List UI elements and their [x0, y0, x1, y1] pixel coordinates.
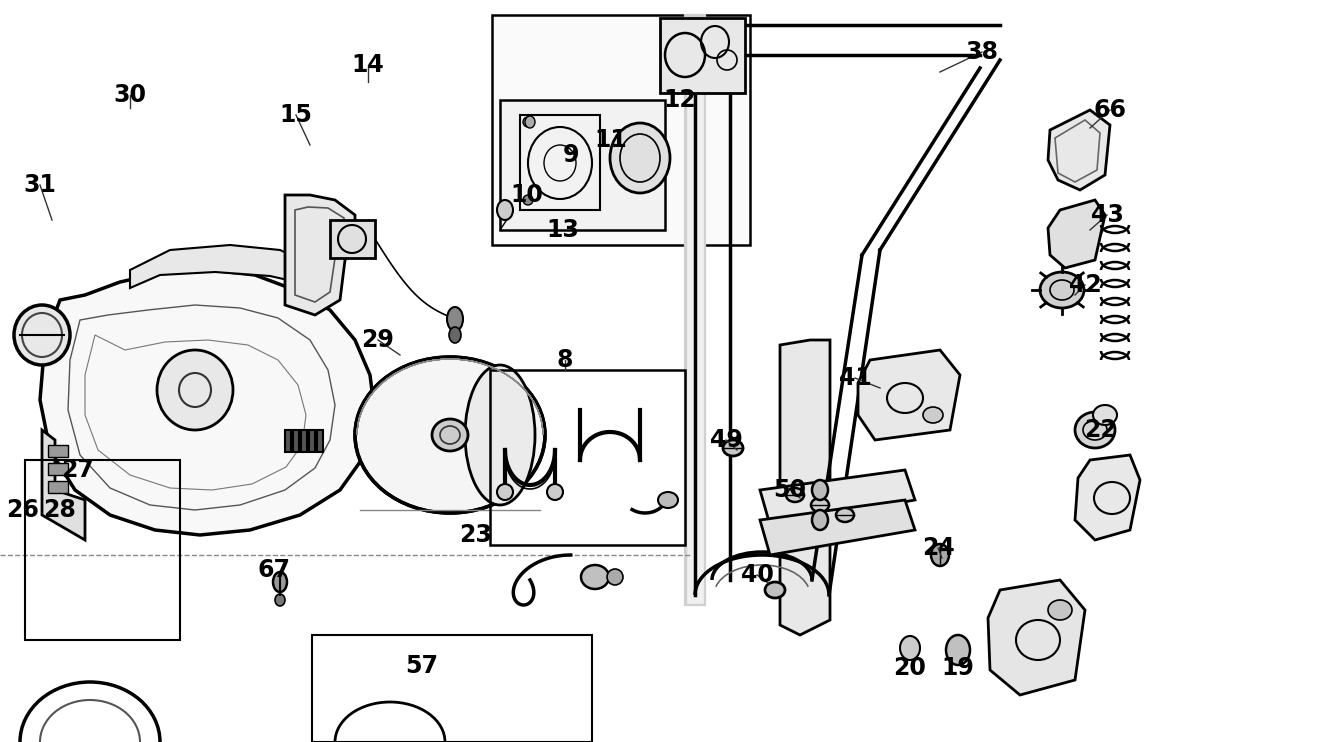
Ellipse shape	[931, 544, 949, 566]
Text: 11: 11	[594, 128, 627, 152]
Text: 28: 28	[43, 498, 76, 522]
Ellipse shape	[1048, 600, 1072, 620]
Bar	[293, 430, 299, 452]
Text: 67: 67	[257, 558, 290, 582]
Text: 40: 40	[741, 563, 774, 587]
Ellipse shape	[497, 484, 513, 500]
Bar	[25, 460, 181, 640]
Polygon shape	[42, 430, 84, 540]
Bar	[312, 635, 592, 742]
Polygon shape	[285, 195, 355, 315]
Ellipse shape	[547, 484, 563, 500]
Polygon shape	[760, 470, 915, 525]
Text: 23: 23	[460, 523, 493, 547]
Ellipse shape	[811, 498, 829, 512]
Text: 12: 12	[664, 88, 696, 112]
Bar	[285, 430, 291, 452]
Text: 43: 43	[1090, 203, 1123, 227]
Ellipse shape	[1093, 405, 1116, 425]
Text: 10: 10	[510, 183, 543, 207]
Text: 42: 42	[1069, 273, 1102, 297]
Text: 24: 24	[921, 536, 954, 560]
Bar	[47, 445, 69, 457]
Text: 22: 22	[1083, 418, 1116, 442]
Polygon shape	[1075, 455, 1140, 540]
Text: 31: 31	[24, 173, 57, 197]
Ellipse shape	[658, 492, 677, 508]
Bar	[521, 115, 600, 210]
Ellipse shape	[812, 480, 828, 500]
Text: 57: 57	[406, 654, 439, 678]
Ellipse shape	[610, 123, 670, 193]
Ellipse shape	[946, 635, 970, 665]
Ellipse shape	[923, 407, 942, 423]
Text: 38: 38	[966, 40, 999, 64]
Ellipse shape	[355, 357, 546, 513]
Ellipse shape	[764, 582, 786, 598]
Ellipse shape	[523, 195, 532, 205]
Ellipse shape	[900, 636, 920, 660]
Polygon shape	[858, 350, 960, 440]
Polygon shape	[760, 500, 915, 555]
Ellipse shape	[157, 350, 233, 430]
Ellipse shape	[275, 594, 285, 606]
Bar	[301, 430, 307, 452]
Text: 26: 26	[7, 498, 40, 522]
Text: 8: 8	[556, 348, 573, 372]
Ellipse shape	[608, 569, 623, 585]
Bar	[500, 100, 666, 230]
Ellipse shape	[836, 508, 854, 522]
Text: 20: 20	[894, 656, 927, 680]
Text: 13: 13	[547, 218, 580, 242]
Polygon shape	[1048, 110, 1110, 190]
Ellipse shape	[1075, 412, 1115, 448]
Text: 41: 41	[838, 366, 871, 390]
Polygon shape	[1048, 200, 1104, 268]
Ellipse shape	[724, 440, 743, 456]
Bar	[47, 481, 69, 493]
Bar	[308, 430, 315, 452]
Ellipse shape	[449, 327, 461, 343]
Polygon shape	[492, 15, 750, 245]
Ellipse shape	[447, 307, 463, 331]
Polygon shape	[130, 245, 320, 288]
Polygon shape	[40, 270, 376, 535]
Ellipse shape	[525, 116, 535, 128]
Text: 9: 9	[563, 143, 579, 167]
Bar	[660, 18, 745, 93]
Bar	[330, 220, 376, 258]
Ellipse shape	[812, 510, 828, 530]
Polygon shape	[988, 580, 1085, 695]
Polygon shape	[780, 340, 830, 635]
Text: 50: 50	[774, 478, 807, 502]
Ellipse shape	[273, 572, 287, 592]
Ellipse shape	[1040, 272, 1083, 308]
Text: 49: 49	[709, 428, 742, 452]
Text: 19: 19	[941, 656, 974, 680]
Ellipse shape	[786, 488, 804, 502]
Ellipse shape	[497, 200, 513, 220]
Text: 15: 15	[279, 103, 312, 127]
Bar	[318, 430, 323, 452]
Text: 27: 27	[62, 458, 95, 482]
Ellipse shape	[432, 419, 468, 451]
Text: 29: 29	[361, 328, 394, 352]
Ellipse shape	[14, 305, 70, 365]
Text: 14: 14	[352, 53, 385, 77]
Ellipse shape	[523, 117, 532, 127]
Ellipse shape	[581, 565, 609, 589]
Text: 66: 66	[1094, 98, 1127, 122]
Text: 30: 30	[113, 83, 146, 107]
Ellipse shape	[465, 365, 535, 505]
Bar	[490, 370, 685, 545]
Bar	[47, 463, 69, 475]
